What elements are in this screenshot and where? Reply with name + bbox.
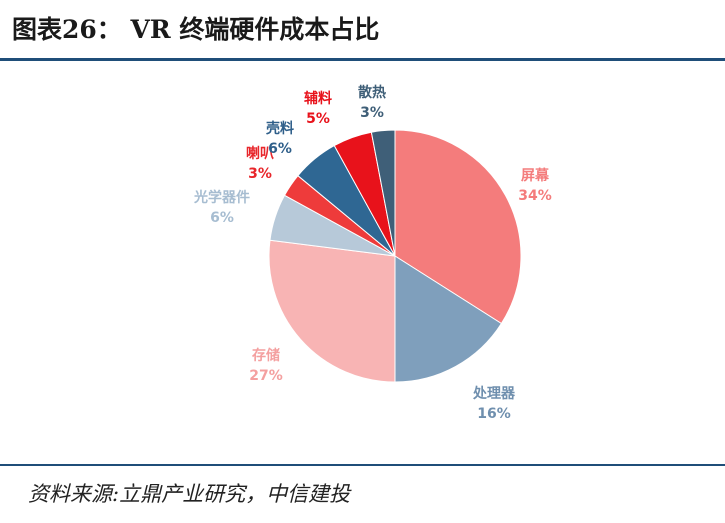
title-divider (0, 58, 725, 61)
slice-percent-label: 34% (518, 188, 552, 204)
pie-slices (268, 129, 522, 383)
slice-percent-label: 3% (248, 166, 272, 182)
pie-slice (394, 255, 503, 383)
slice-name-label: 壳料 (265, 120, 294, 137)
page-title: 图表26： VR 终端硬件成本占比 (12, 15, 380, 44)
slice-name-label: 光学器件 (193, 189, 250, 206)
source-note: 资料来源:立鼎产业研究，中信建投 (28, 482, 351, 506)
slice-name-label: 喇叭 (246, 145, 274, 162)
footer-divider (0, 464, 725, 466)
pie-slice (370, 129, 396, 257)
pie-slice (268, 239, 396, 383)
slice-percent-label: 3% (360, 105, 384, 121)
slice-percent-label: 6% (268, 141, 292, 157)
slice-percent-label: 27% (249, 368, 283, 384)
slice-percent-label: 5% (306, 111, 330, 127)
slice-name-label: 存储 (252, 347, 280, 364)
slice-name-label: 辅料 (304, 90, 332, 107)
slice-name-label: 屏幕 (521, 167, 550, 184)
slice-name-label: 散热 (358, 84, 386, 101)
pie-slice (394, 129, 522, 325)
slice-percent-label: 6% (210, 210, 234, 226)
slice-percent-label: 16% (477, 406, 511, 422)
slice-name-label: 处理器 (472, 385, 516, 402)
